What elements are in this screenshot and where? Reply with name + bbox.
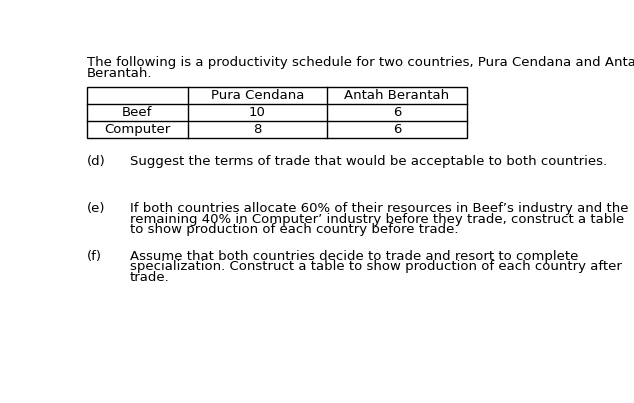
Text: remaining 40% in Computer’ industry before they trade, construct a table: remaining 40% in Computer’ industry befo… <box>129 213 624 226</box>
Text: (d): (d) <box>87 155 106 168</box>
Text: 6: 6 <box>393 123 401 136</box>
Text: (e): (e) <box>87 202 105 215</box>
Text: 8: 8 <box>254 123 262 136</box>
Text: If both countries allocate 60% of their resources in Beef’s industry and the: If both countries allocate 60% of their … <box>129 202 628 215</box>
Text: Assume that both countries decide to trade and resort to complete: Assume that both countries decide to tra… <box>129 250 578 263</box>
Text: Beef: Beef <box>122 106 153 119</box>
Text: Pura Cendana: Pura Cendana <box>211 89 304 102</box>
Text: 10: 10 <box>249 106 266 119</box>
Text: Berantah.: Berantah. <box>87 67 153 80</box>
Text: trade.: trade. <box>129 271 169 284</box>
Text: specialization. Construct a table to show production of each country after: specialization. Construct a table to sho… <box>129 260 621 274</box>
Text: to show production of each country before trade.: to show production of each country befor… <box>129 223 458 236</box>
Text: The following is a productivity schedule for two countries, Pura Cendana and Ant: The following is a productivity schedule… <box>87 56 634 69</box>
Text: Suggest the terms of trade that would be acceptable to both countries.: Suggest the terms of trade that would be… <box>129 155 607 168</box>
Text: Antah Berantah: Antah Berantah <box>344 89 450 102</box>
Text: (f): (f) <box>87 250 102 263</box>
Text: 6: 6 <box>393 106 401 119</box>
Text: Computer: Computer <box>104 123 171 136</box>
Bar <box>87 87 467 138</box>
